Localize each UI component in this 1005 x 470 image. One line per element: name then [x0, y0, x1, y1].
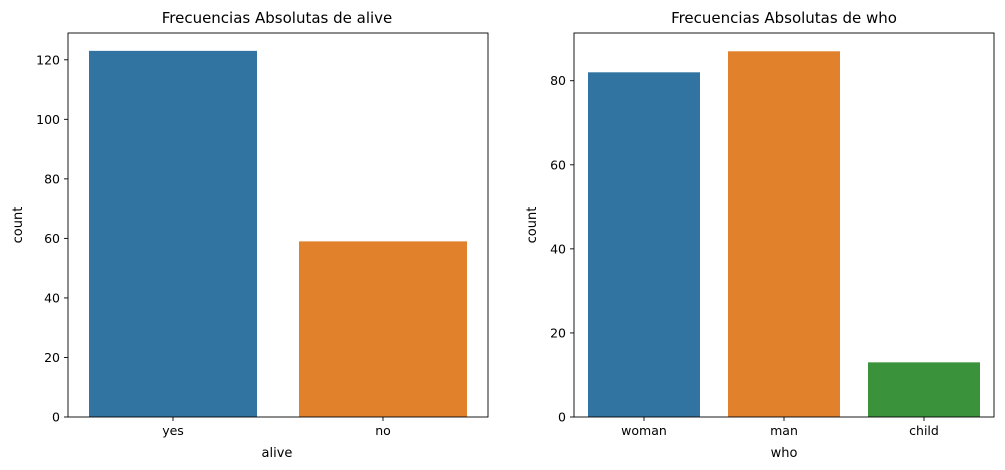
alive-y-tick-label-80: 80 — [44, 171, 60, 186]
who-bar-man — [728, 51, 840, 417]
alive-y-tick-label-60: 60 — [44, 231, 60, 246]
alive-x-tick-label-no: no — [375, 423, 391, 438]
alive-bar-no — [299, 241, 467, 417]
alive-y-ticks: 0 20 40 60 80 100 120 — [36, 52, 68, 425]
who-plot-frame — [573, 32, 995, 418]
who-x-tick-label-woman: woman — [621, 423, 667, 438]
alive-chart: Frecuencias Absolutas de alive 0 20 40 60 80… — [11, 9, 489, 461]
who-bar-woman — [588, 72, 700, 418]
who-x-ticks: woman man child — [621, 417, 939, 438]
who-chart: Frecuencias Absolutas de who 0 20 40 60 80 w… — [525, 9, 995, 461]
alive-y-tick-label-0: 0 — [52, 410, 60, 425]
who-y-axis-label: count — [525, 207, 540, 244]
alive-x-tick-label-yes: yes — [162, 423, 184, 438]
who-chart-title: Frecuencias Absolutas de who — [671, 9, 897, 27]
alive-y-tick-label-100: 100 — [36, 112, 60, 127]
alive-y-axis-label: count — [11, 207, 26, 244]
alive-y-tick-label-120: 120 — [36, 52, 60, 67]
who-y-tick-label-80: 80 — [550, 73, 566, 88]
alive-bar-yes — [89, 50, 257, 418]
who-bars — [588, 51, 980, 418]
who-x-tick-label-child: child — [909, 423, 939, 438]
who-bar-child — [868, 362, 980, 417]
alive-x-axis-label: alive — [262, 446, 293, 461]
alive-y-tick-label-20: 20 — [44, 350, 60, 365]
alive-chart-title: Frecuencias Absolutas de alive — [162, 9, 393, 27]
alive-plot-frame — [67, 32, 489, 418]
who-y-tick-label-20: 20 — [550, 325, 566, 340]
alive-bars — [89, 50, 467, 418]
who-y-tick-label-0: 0 — [558, 410, 566, 425]
alive-x-ticks: yes no — [162, 417, 391, 438]
alive-y-tick-label-40: 40 — [44, 290, 60, 305]
who-y-ticks: 0 20 40 60 80 — [550, 73, 574, 425]
who-x-axis-label: who — [771, 446, 798, 461]
who-y-tick-label-40: 40 — [550, 241, 566, 256]
who-y-tick-label-60: 60 — [550, 157, 566, 172]
who-x-tick-label-man: man — [770, 423, 798, 438]
